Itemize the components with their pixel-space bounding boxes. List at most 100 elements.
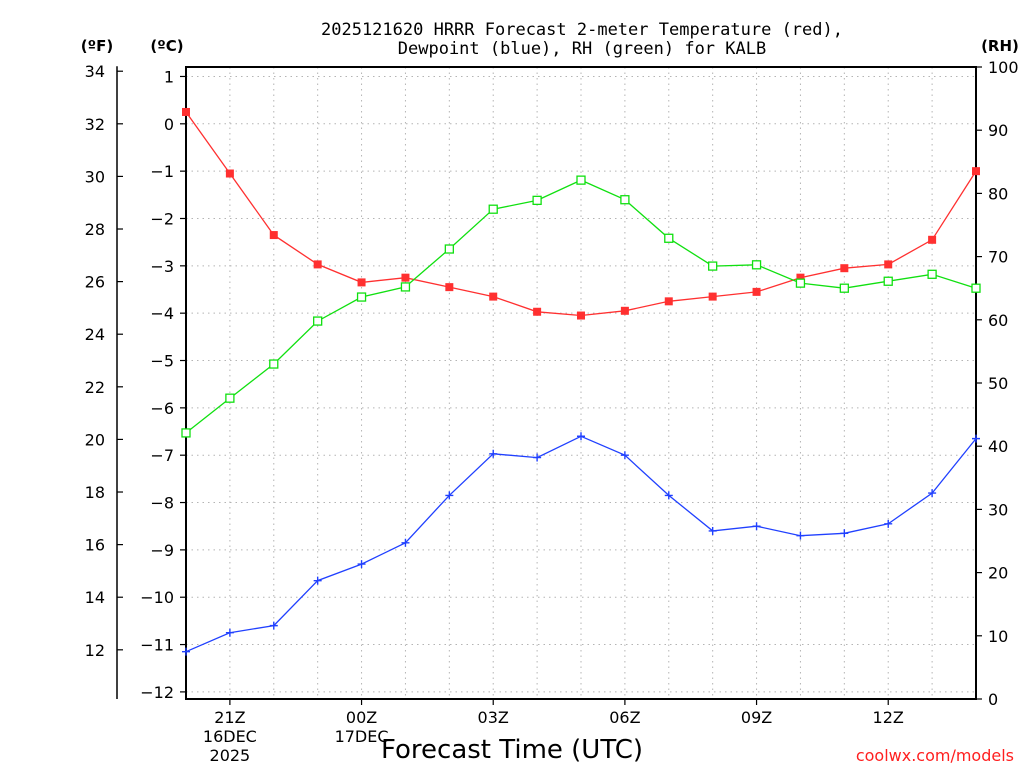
x-tick-label: 2025 bbox=[210, 746, 251, 765]
rh-point bbox=[532, 195, 542, 206]
x-tick-label: 16DEC bbox=[203, 727, 257, 746]
x-tick-label: 17DEC bbox=[335, 727, 389, 746]
chart-title-line-1: 2025121620 HRRR Forecast 2-meter Tempera… bbox=[321, 20, 843, 40]
dewpoint-point bbox=[664, 491, 673, 500]
rh-tick-label: 80 bbox=[988, 184, 1008, 203]
rh-tick-label: 70 bbox=[988, 248, 1008, 267]
rh-point bbox=[971, 283, 981, 293]
fahrenheit-tick-label: 12 bbox=[85, 641, 105, 660]
x-tick-label: 21Z bbox=[214, 708, 245, 727]
temperature-point bbox=[225, 169, 234, 178]
grid bbox=[185, 67, 977, 699]
celsius-tick-label: 1 bbox=[164, 67, 174, 86]
temperature-point bbox=[928, 235, 937, 244]
rh-point bbox=[313, 316, 323, 326]
dewpoint-point bbox=[840, 529, 849, 538]
celsius-tick-label: −9 bbox=[150, 541, 174, 560]
dewpoint-point bbox=[182, 647, 190, 656]
fahrenheit-tick-label: 28 bbox=[85, 220, 105, 239]
dewpoint-point bbox=[884, 519, 893, 528]
chart-title-line-2: Dewpoint (blue), RH (green) for KALB bbox=[398, 39, 766, 59]
temperature-point bbox=[357, 278, 366, 287]
rh-point bbox=[927, 269, 937, 279]
rh-point bbox=[708, 261, 718, 271]
dewpoint-point bbox=[752, 522, 761, 531]
dewpoint-point bbox=[225, 628, 234, 637]
dewpoint-point bbox=[796, 531, 805, 540]
axes: 34323028262422201816141210−1−2−3−4−5−6−7… bbox=[85, 58, 1019, 765]
fahrenheit-tick-label: 30 bbox=[85, 167, 105, 186]
rh-tick-label: 60 bbox=[988, 311, 1008, 330]
fahrenheit-tick-label: 24 bbox=[85, 325, 105, 344]
x-tick-label: 12Z bbox=[873, 708, 904, 727]
dewpoint-point bbox=[708, 526, 717, 535]
celsius-tick-label: −2 bbox=[150, 209, 174, 228]
rh-tick-label: 50 bbox=[988, 374, 1008, 393]
celsius-tick-label: 0 bbox=[164, 115, 174, 134]
temperature-point bbox=[708, 292, 717, 301]
fahrenheit-unit-label: (ºF) bbox=[81, 37, 113, 55]
dewpoint-point bbox=[972, 434, 980, 443]
x-tick-label: 03Z bbox=[478, 708, 509, 727]
fahrenheit-tick-label: 26 bbox=[85, 273, 105, 292]
rh-tick-label: 10 bbox=[988, 627, 1008, 646]
rh-tick-label: 0 bbox=[988, 690, 998, 709]
temperature-point bbox=[269, 231, 278, 240]
celsius-tick-label: −4 bbox=[150, 304, 174, 323]
fahrenheit-tick-label: 22 bbox=[85, 378, 105, 397]
fahrenheit-tick-label: 32 bbox=[85, 115, 105, 134]
rh-point bbox=[225, 393, 235, 403]
celsius-unit-label: (ºC) bbox=[150, 37, 183, 55]
dewpoint-point bbox=[928, 489, 937, 498]
x-tick-label: 09Z bbox=[741, 708, 772, 727]
rh-point bbox=[576, 175, 586, 185]
rh-point bbox=[839, 283, 849, 293]
temperature-point bbox=[884, 260, 893, 269]
rh-point bbox=[269, 359, 279, 369]
celsius-tick-label: −11 bbox=[140, 636, 174, 655]
celsius-tick-label: −1 bbox=[150, 162, 174, 181]
temperature-point bbox=[620, 306, 629, 315]
temperature-point bbox=[752, 287, 761, 296]
rh-point bbox=[181, 428, 191, 438]
rh-point bbox=[620, 195, 630, 205]
celsius-tick-label: −8 bbox=[150, 494, 174, 513]
celsius-tick-label: −6 bbox=[150, 399, 174, 418]
temperature-line bbox=[185, 111, 977, 317]
temperature-point bbox=[840, 264, 849, 273]
temperature-point bbox=[182, 107, 190, 116]
temperature-point bbox=[533, 307, 542, 316]
celsius-tick-label: −10 bbox=[140, 588, 174, 607]
temperature-point bbox=[972, 167, 980, 176]
rh-tick-label: 40 bbox=[988, 437, 1008, 456]
dewpoint-point bbox=[445, 491, 454, 500]
temperature-point bbox=[445, 283, 454, 292]
rh-unit-label: (RH) bbox=[981, 37, 1019, 55]
credit-link[interactable]: coolwx.com/models bbox=[856, 746, 1014, 765]
temperature-point bbox=[577, 311, 585, 320]
dewpoint-point bbox=[620, 451, 629, 460]
dewpoint-point bbox=[269, 621, 278, 630]
x-tick-label: 06Z bbox=[609, 708, 640, 727]
temperature-point bbox=[664, 297, 673, 306]
x-tick-label: 00Z bbox=[346, 708, 377, 727]
temperature-point bbox=[313, 260, 322, 269]
series-group bbox=[181, 107, 981, 656]
rh-tick-label: 20 bbox=[988, 564, 1008, 583]
rh-point bbox=[664, 233, 674, 243]
dewpoint-point bbox=[313, 576, 322, 585]
rh-tick-label: 90 bbox=[988, 121, 1008, 140]
rh-point bbox=[400, 282, 411, 292]
fahrenheit-tick-label: 20 bbox=[85, 430, 105, 449]
celsius-tick-label: −3 bbox=[150, 257, 174, 276]
rh-tick-label: 30 bbox=[988, 500, 1008, 519]
fahrenheit-tick-label: 18 bbox=[85, 483, 105, 502]
rh-point bbox=[883, 276, 893, 286]
celsius-tick-label: −7 bbox=[150, 446, 174, 465]
temperature-point bbox=[489, 292, 498, 301]
celsius-tick-label: −12 bbox=[140, 683, 174, 702]
x-axis-label: Forecast Time (UTC) bbox=[381, 735, 643, 765]
rh-point bbox=[356, 292, 367, 302]
rh-point bbox=[751, 260, 762, 270]
